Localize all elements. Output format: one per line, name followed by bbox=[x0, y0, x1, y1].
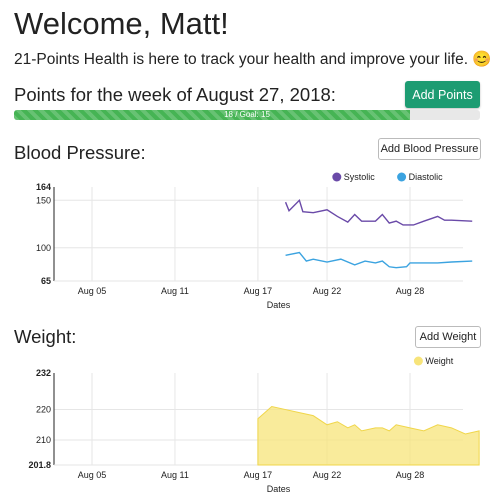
x-tick-label: Aug 22 bbox=[313, 286, 342, 296]
welcome-heading: Welcome, Matt! bbox=[14, 6, 229, 41]
x-tick-label: Aug 05 bbox=[78, 470, 107, 480]
x-tick-label: Aug 05 bbox=[78, 286, 107, 296]
points-progress-label: 18 / Goal: 15 bbox=[224, 110, 270, 119]
add-points-button[interactable]: Add Points bbox=[405, 81, 480, 108]
points-progress-bar: 18 / Goal: 15 bbox=[14, 110, 480, 120]
add-weight-button[interactable]: Add Weight bbox=[415, 326, 481, 348]
legend-label-systolic: Systolic bbox=[344, 172, 376, 182]
legend-swatch-weight bbox=[413, 356, 423, 366]
x-tick-label: Aug 11 bbox=[161, 286, 189, 296]
legend-label-diastolic: Diastolic bbox=[409, 172, 444, 182]
x-tick-label: Aug 28 bbox=[396, 470, 425, 480]
points-progress-fill bbox=[14, 110, 411, 120]
legend-swatch-systolic bbox=[332, 172, 342, 182]
x-tick-label: Aug 17 bbox=[244, 470, 273, 480]
blood-pressure-title: Blood Pressure: bbox=[14, 142, 146, 163]
x-tick-label: Aug 17 bbox=[244, 286, 273, 296]
y-tick-label: 65 bbox=[41, 276, 51, 286]
tagline: 21-Points Health is here to track your h… bbox=[14, 50, 492, 69]
y-tick-label: 220 bbox=[36, 405, 51, 415]
legend-label-weight: Weight bbox=[425, 356, 453, 366]
x-tick-label: Aug 11 bbox=[161, 470, 189, 480]
x-axis-label: Dates bbox=[267, 300, 291, 310]
weight-title: Weight: bbox=[14, 326, 77, 347]
y-tick-label: 210 bbox=[36, 435, 51, 445]
series-area-weight bbox=[257, 405, 480, 466]
add-blood-pressure-button[interactable]: Add Blood Pressure bbox=[378, 138, 481, 160]
legend-swatch-diastolic bbox=[397, 172, 407, 182]
blood-pressure-chart: Aug 05 Aug 11 Aug 17 Aug 22 Aug 28 164 150 100 6… bbox=[36, 172, 473, 310]
series-line-diastolic bbox=[285, 251, 473, 269]
smile-emoji-icon: 😊 bbox=[472, 51, 492, 68]
weight-chart: Aug 05 Aug 11 Aug 17 Aug 22 Aug 28 232 220 210 2… bbox=[28, 356, 480, 494]
x-tick-label: Aug 22 bbox=[313, 470, 342, 480]
series-line-systolic bbox=[284, 198, 473, 226]
tagline-text: 21-Points Health is here to track your h… bbox=[14, 51, 469, 68]
x-tick-label: Aug 28 bbox=[396, 286, 425, 296]
y-tick-label: 201.8 bbox=[28, 460, 51, 470]
x-axis-label: Dates bbox=[267, 484, 291, 494]
y-tick-label: 100 bbox=[36, 243, 51, 253]
y-tick-label: 150 bbox=[36, 195, 51, 205]
y-tick-label: 164 bbox=[36, 182, 51, 192]
y-tick-label: 232 bbox=[36, 368, 51, 378]
points-title: Points for the week of August 27, 2018: bbox=[14, 84, 336, 105]
